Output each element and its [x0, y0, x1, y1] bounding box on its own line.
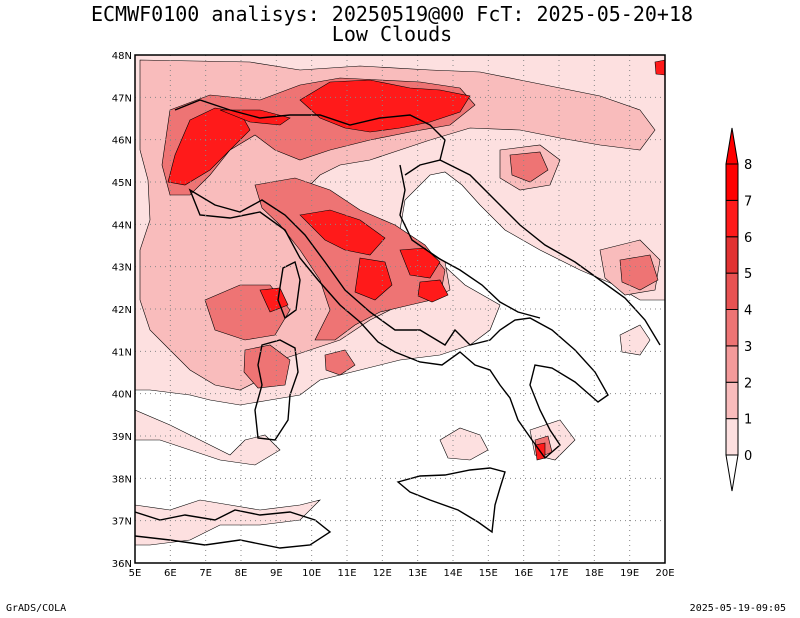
corsica-coastline [277, 260, 301, 320]
lat-tick-label: 36N [112, 559, 132, 570]
cloud-field-level-8 [299, 79, 471, 133]
cloud-field-level-8 [399, 247, 441, 279]
cloud-field-level-1 [619, 324, 651, 356]
colorbar-level-label: 8 [744, 158, 752, 173]
lon-tick-label: 7E [199, 568, 212, 579]
lat-tick-label: 48N [112, 51, 132, 62]
lon-tick-label: 12E [373, 568, 392, 579]
colorbar-level-label: 7 [744, 194, 752, 209]
cloud-fields [135, 55, 665, 546]
plot-frame [134, 54, 666, 564]
map-subtitle: Low Clouds [331, 22, 453, 46]
render-timestamp: 2025-05-19-09:05 [689, 603, 786, 614]
alps-border [174, 99, 446, 176]
cloud-field-level-4 [243, 344, 291, 389]
lat-tick-label: 38N [112, 474, 132, 485]
lon-tick-label: 9E [270, 568, 283, 579]
sardinia-coastline [254, 339, 299, 441]
colorbar-box [725, 236, 739, 274]
lat-tick-label: 43N [112, 263, 132, 274]
lon-tick-label: 16E [514, 568, 533, 579]
colorbar-box [725, 272, 739, 310]
colorbar-level-label: 4 [744, 304, 752, 319]
lon-tick-label: 18E [585, 568, 604, 579]
lon-tick-label: 11E [337, 568, 356, 579]
cloud-field-level-8 [219, 109, 291, 126]
coastlines [135, 99, 661, 549]
lon-tick-label: 20E [655, 568, 674, 579]
colorbar-level-label: 1 [744, 413, 752, 428]
cloud-field-level-8 [354, 257, 393, 301]
cloud-field-level-1 [135, 499, 321, 546]
lat-tick-label: 41N [112, 347, 132, 358]
colorbar-level-label: 6 [744, 231, 752, 246]
lon-tick-label: 5E [129, 568, 142, 579]
longitude-tick-labels: 5E 6E 7E 8E 9E 10E 11E 12E 13E 14E 15E 16E 17E 18E 19E… [129, 568, 675, 579]
colorbar-level-label: 0 [744, 449, 752, 464]
colorbar-box [725, 309, 739, 347]
lon-tick-label: 13E [408, 568, 427, 579]
colorbar-box [725, 199, 739, 238]
cloud-field-level-4 [619, 254, 659, 291]
lon-tick-label: 15E [479, 568, 498, 579]
colorbar-box [725, 418, 739, 456]
gridlines [135, 55, 665, 563]
latitude-tick-labels: 36N 37N 38N 39N 40N 41N 42N 43N 44N 45N 46N 47N 48N [112, 51, 132, 570]
italy-peninsula-coastline [188, 188, 609, 460]
cloud-field-level-1 [135, 409, 281, 466]
cloud-field-level-4 [509, 151, 549, 183]
lat-tick-label: 45N [112, 178, 132, 189]
grads-credit: GrADS/COLA [6, 603, 67, 614]
colorbar-min-arrow [725, 454, 739, 492]
lon-tick-label: 17E [549, 568, 568, 579]
sicily-coastline [396, 467, 506, 534]
colorbar-box [725, 381, 739, 420]
cloud-field-level-8 [299, 209, 386, 256]
map-title: ECMWF0100 analisys: 20250519@00 FcT: 202… [90, 2, 694, 26]
lat-tick-label: 40N [112, 390, 132, 401]
cloud-field-level-4 [254, 177, 446, 341]
lon-tick-label: 10E [302, 568, 321, 579]
lon-tick-label: 14E [443, 568, 462, 579]
colorbar-box [725, 163, 739, 201]
lon-tick-label: 19E [620, 568, 639, 579]
lon-tick-label: 8E [235, 568, 248, 579]
lat-tick-label: 42N [112, 305, 132, 316]
lat-tick-label: 39N [112, 432, 132, 443]
cloud-field-level-8 [654, 59, 665, 76]
colorbar-level-label: 2 [744, 376, 752, 391]
italy-adriatic-coastline [399, 164, 541, 319]
colorbar-level-label: 5 [744, 267, 752, 282]
lat-tick-label: 46N [112, 136, 132, 147]
cloud-field-level-8 [417, 279, 449, 303]
north-africa-coastline [135, 509, 332, 549]
colorbar: 0 1 2 3 4 5 6 7 8 [725, 127, 752, 492]
colorbar-box [725, 345, 739, 383]
lat-tick-label: 37N [112, 517, 132, 528]
lon-tick-label: 6E [164, 568, 177, 579]
lat-tick-label: 47N [112, 93, 132, 104]
colorbar-max-arrow [725, 127, 739, 165]
colorbar-level-label: 3 [744, 340, 752, 355]
lat-tick-label: 44N [112, 220, 132, 231]
